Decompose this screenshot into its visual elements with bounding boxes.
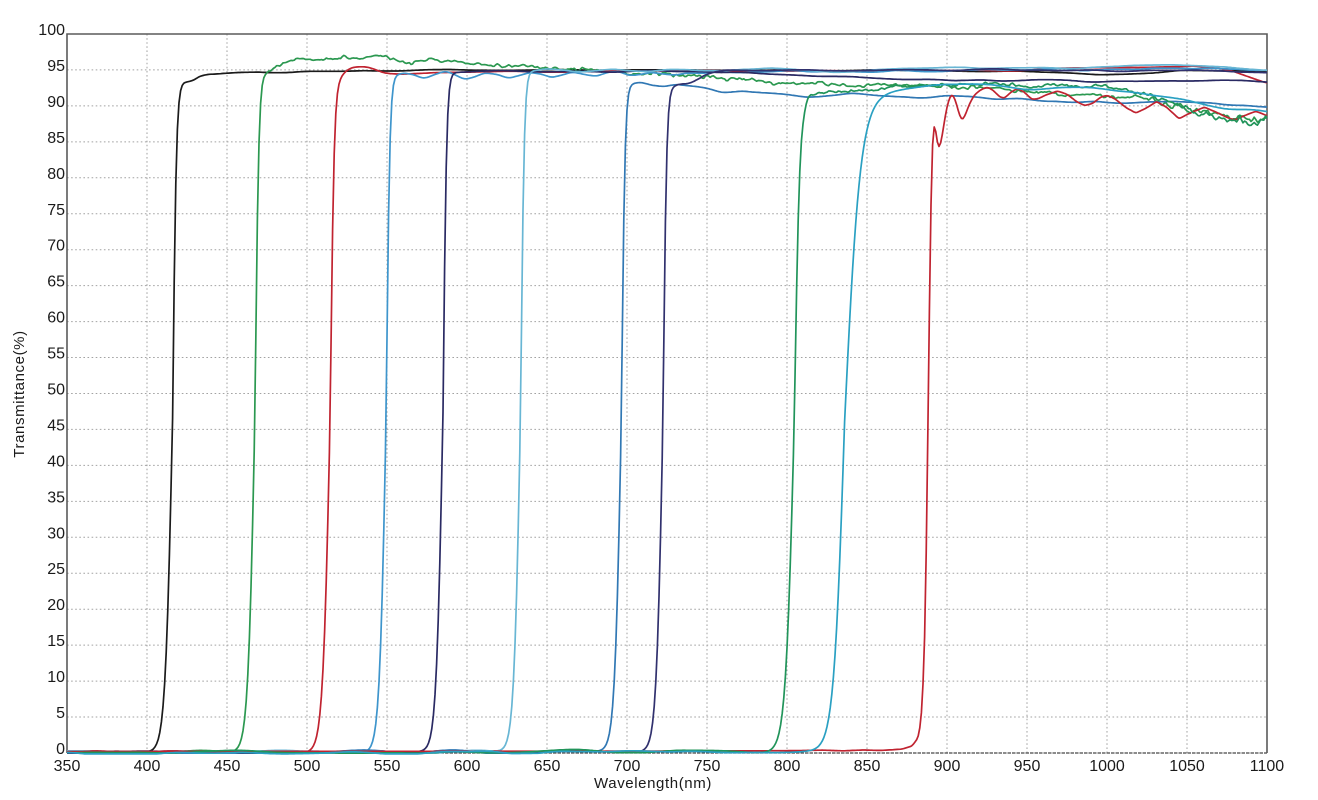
svg-text:80: 80	[47, 166, 65, 183]
svg-text:5: 5	[56, 705, 65, 722]
svg-text:1000: 1000	[1089, 758, 1125, 775]
svg-text:550: 550	[374, 758, 401, 775]
svg-text:900: 900	[934, 758, 961, 775]
svg-text:1100: 1100	[1250, 758, 1285, 775]
svg-text:25: 25	[47, 561, 65, 578]
svg-text:750: 750	[694, 758, 721, 775]
svg-text:350: 350	[54, 758, 81, 775]
svg-text:500: 500	[294, 758, 321, 775]
svg-text:850: 850	[854, 758, 881, 775]
svg-text:75: 75	[47, 202, 65, 219]
svg-text:90: 90	[47, 94, 65, 111]
svg-text:15: 15	[47, 633, 65, 650]
svg-text:450: 450	[214, 758, 241, 775]
svg-text:10: 10	[47, 669, 65, 686]
svg-text:650: 650	[534, 758, 561, 775]
svg-text:600: 600	[454, 758, 481, 775]
svg-text:Transmittance(%): Transmittance(%)	[11, 330, 28, 457]
svg-text:70: 70	[47, 238, 65, 255]
svg-text:55: 55	[47, 346, 65, 363]
svg-text:400: 400	[134, 758, 161, 775]
svg-text:60: 60	[47, 310, 65, 327]
svg-text:20: 20	[47, 597, 65, 614]
svg-text:950: 950	[1014, 758, 1041, 775]
svg-text:0: 0	[56, 741, 65, 758]
svg-text:50: 50	[47, 382, 65, 399]
svg-text:95: 95	[47, 58, 65, 75]
svg-text:40: 40	[47, 453, 65, 470]
svg-text:700: 700	[614, 758, 641, 775]
svg-text:85: 85	[47, 130, 65, 147]
svg-text:35: 35	[47, 489, 65, 506]
svg-text:45: 45	[47, 417, 65, 434]
svg-text:65: 65	[47, 274, 65, 291]
svg-text:30: 30	[47, 525, 65, 542]
svg-text:Wavelength(nm): Wavelength(nm)	[594, 775, 712, 792]
svg-text:100: 100	[38, 22, 65, 39]
svg-text:1050: 1050	[1169, 758, 1205, 775]
svg-text:800: 800	[774, 758, 801, 775]
